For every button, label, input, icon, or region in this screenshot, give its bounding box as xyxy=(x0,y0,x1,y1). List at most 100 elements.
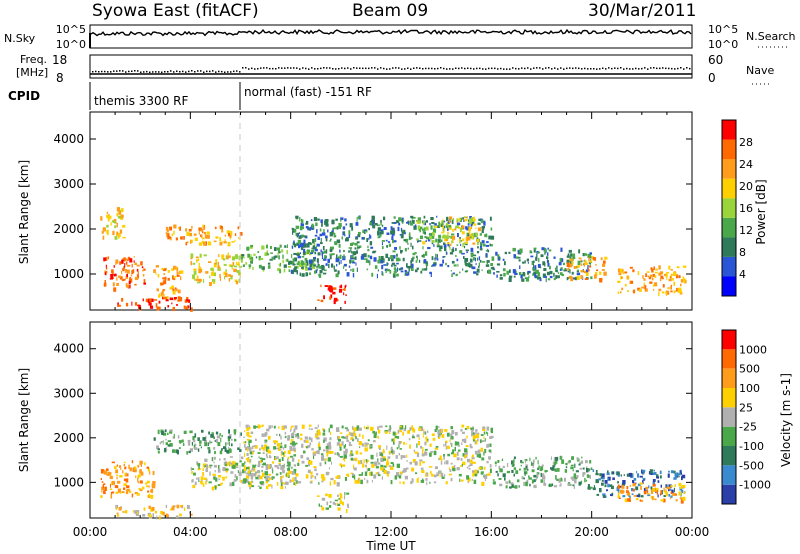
scatter-cell xyxy=(356,241,360,244)
scatter-cell xyxy=(137,475,139,479)
scatter-cell xyxy=(557,275,560,279)
scatter-cell xyxy=(360,479,363,485)
scatter-cell xyxy=(377,458,379,463)
scatter-cell xyxy=(481,269,483,272)
nave-dot xyxy=(293,67,295,69)
scatter-cell xyxy=(250,476,254,480)
scatter-cell xyxy=(267,478,270,481)
scatter-cell xyxy=(486,444,489,448)
scatter-cell xyxy=(451,248,455,253)
scatter-cell xyxy=(477,438,479,442)
scatter-cell xyxy=(446,242,450,244)
scatter-cell xyxy=(468,262,471,267)
scatter-cell xyxy=(390,480,393,485)
scatter-cell xyxy=(294,243,297,248)
scatter-cell xyxy=(278,426,280,429)
scatter-cell xyxy=(386,445,388,450)
nave-dot xyxy=(452,68,454,70)
scatter-cell xyxy=(445,223,448,226)
scatter-cell xyxy=(469,216,472,219)
scatter-cell xyxy=(569,259,571,262)
scatter-cell xyxy=(490,435,494,439)
scatter-cell xyxy=(200,228,204,232)
scatter-cell xyxy=(123,461,126,464)
scatter-cell xyxy=(632,290,634,292)
scatter-cell xyxy=(281,453,283,457)
scatter-cell xyxy=(202,472,204,477)
scatter-cell xyxy=(620,276,622,280)
scatter-cell xyxy=(316,265,318,268)
scatter-cell xyxy=(639,482,643,485)
scatter-cell xyxy=(258,460,261,465)
scatter-cell xyxy=(233,479,237,482)
scatter-cell xyxy=(193,472,196,476)
scatter-cell xyxy=(524,260,526,264)
scatter-cell xyxy=(252,450,255,452)
scatter-cell xyxy=(210,441,213,444)
scatter-cell xyxy=(352,439,354,442)
nave-dot xyxy=(446,68,448,70)
nave-dot xyxy=(596,68,598,70)
scatter-cell xyxy=(171,233,174,237)
scatter-cell xyxy=(394,435,398,439)
scatter-cell xyxy=(172,275,174,280)
scatter-cell xyxy=(152,470,155,476)
scatter-cell xyxy=(273,446,277,450)
scatter-cell xyxy=(409,444,411,449)
scatter-cell xyxy=(156,445,159,450)
scatter-cell xyxy=(115,506,117,511)
scatter-cell xyxy=(511,470,514,473)
scatter-cell xyxy=(480,447,484,452)
scatter-cell xyxy=(339,463,342,467)
scatter-cell xyxy=(370,426,374,431)
scatter-cell xyxy=(348,250,350,253)
scatter-cell xyxy=(533,484,537,489)
scatter-cell xyxy=(311,475,314,478)
scatter-cell xyxy=(271,467,274,471)
scatter-cell xyxy=(456,218,459,222)
scatter-cell xyxy=(165,446,167,452)
scatter-cell xyxy=(366,268,369,271)
scatter-cell xyxy=(669,497,672,500)
scatter-cell xyxy=(398,217,402,222)
scatter-cell xyxy=(214,226,217,230)
scatter-cell xyxy=(593,485,595,488)
scatter-cell xyxy=(509,275,513,278)
scatter-cell xyxy=(285,481,289,485)
scatter-cell xyxy=(622,495,626,498)
scatter-cell xyxy=(393,437,396,442)
scatter-cell xyxy=(413,427,415,431)
scatter-cell xyxy=(349,454,352,457)
scatter-cell xyxy=(458,473,462,477)
scatter-cell xyxy=(466,251,468,254)
nave-dot xyxy=(590,68,592,70)
scatter-cell xyxy=(463,438,467,444)
nave-dot xyxy=(563,68,565,70)
scatter-cell xyxy=(512,464,515,467)
scatter-cell xyxy=(570,464,574,467)
nave-dot xyxy=(671,67,673,70)
scatter-cell xyxy=(143,507,146,511)
scatter-cell xyxy=(312,239,315,244)
scatter-cell xyxy=(486,260,490,263)
scatter-cell xyxy=(542,261,546,266)
scatter-cell xyxy=(380,259,384,264)
scatter-cell xyxy=(368,237,370,241)
scatter-cell xyxy=(464,451,468,455)
scatter-cell xyxy=(131,460,134,464)
scatter-cell xyxy=(567,483,571,486)
scatter-cell xyxy=(339,446,342,451)
nave-dot xyxy=(347,67,349,69)
scatter-cell xyxy=(329,501,332,504)
scatter-cell xyxy=(317,443,321,448)
scatter-cell xyxy=(108,215,112,220)
nave-dot xyxy=(485,68,487,70)
scatter-cell xyxy=(633,495,637,497)
scatter-cell xyxy=(498,478,502,480)
nave-dot xyxy=(206,70,208,73)
scatter-cell xyxy=(338,436,341,441)
scatter-cell xyxy=(124,258,128,261)
scatter-cell xyxy=(467,222,470,226)
scatter-cell xyxy=(468,233,470,236)
